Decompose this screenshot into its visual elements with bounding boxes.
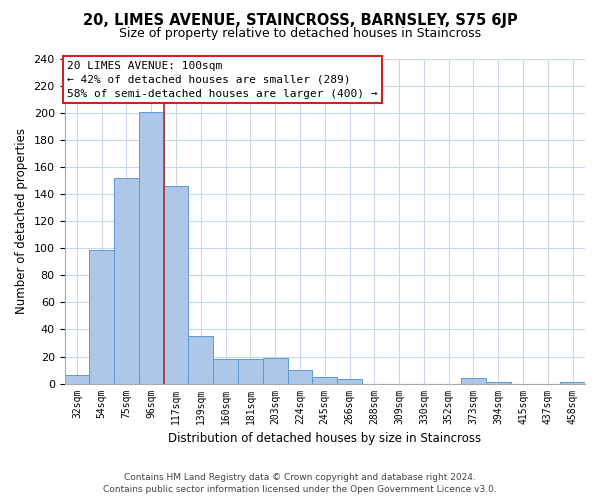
Text: 20 LIMES AVENUE: 100sqm
← 42% of detached houses are smaller (289)
58% of semi-d: 20 LIMES AVENUE: 100sqm ← 42% of detache… [67, 60, 377, 98]
Bar [461, 378, 486, 384]
Bar [287, 370, 313, 384]
Bar [139, 112, 164, 384]
Text: Contains HM Land Registry data © Crown copyright and database right 2024.
Contai: Contains HM Land Registry data © Crown c… [103, 472, 497, 494]
Bar [164, 186, 188, 384]
Bar [313, 377, 337, 384]
Bar [89, 250, 114, 384]
Text: 20, LIMES AVENUE, STAINCROSS, BARNSLEY, S75 6JP: 20, LIMES AVENUE, STAINCROSS, BARNSLEY, … [83, 12, 517, 28]
Bar [114, 178, 139, 384]
Bar [337, 380, 362, 384]
X-axis label: Distribution of detached houses by size in Staincross: Distribution of detached houses by size … [168, 432, 481, 445]
Bar [486, 382, 511, 384]
Bar [238, 359, 263, 384]
Y-axis label: Number of detached properties: Number of detached properties [15, 128, 28, 314]
Bar [560, 382, 585, 384]
Bar [188, 336, 213, 384]
Bar [263, 358, 287, 384]
Bar [65, 376, 89, 384]
Bar [213, 359, 238, 384]
Text: Size of property relative to detached houses in Staincross: Size of property relative to detached ho… [119, 28, 481, 40]
